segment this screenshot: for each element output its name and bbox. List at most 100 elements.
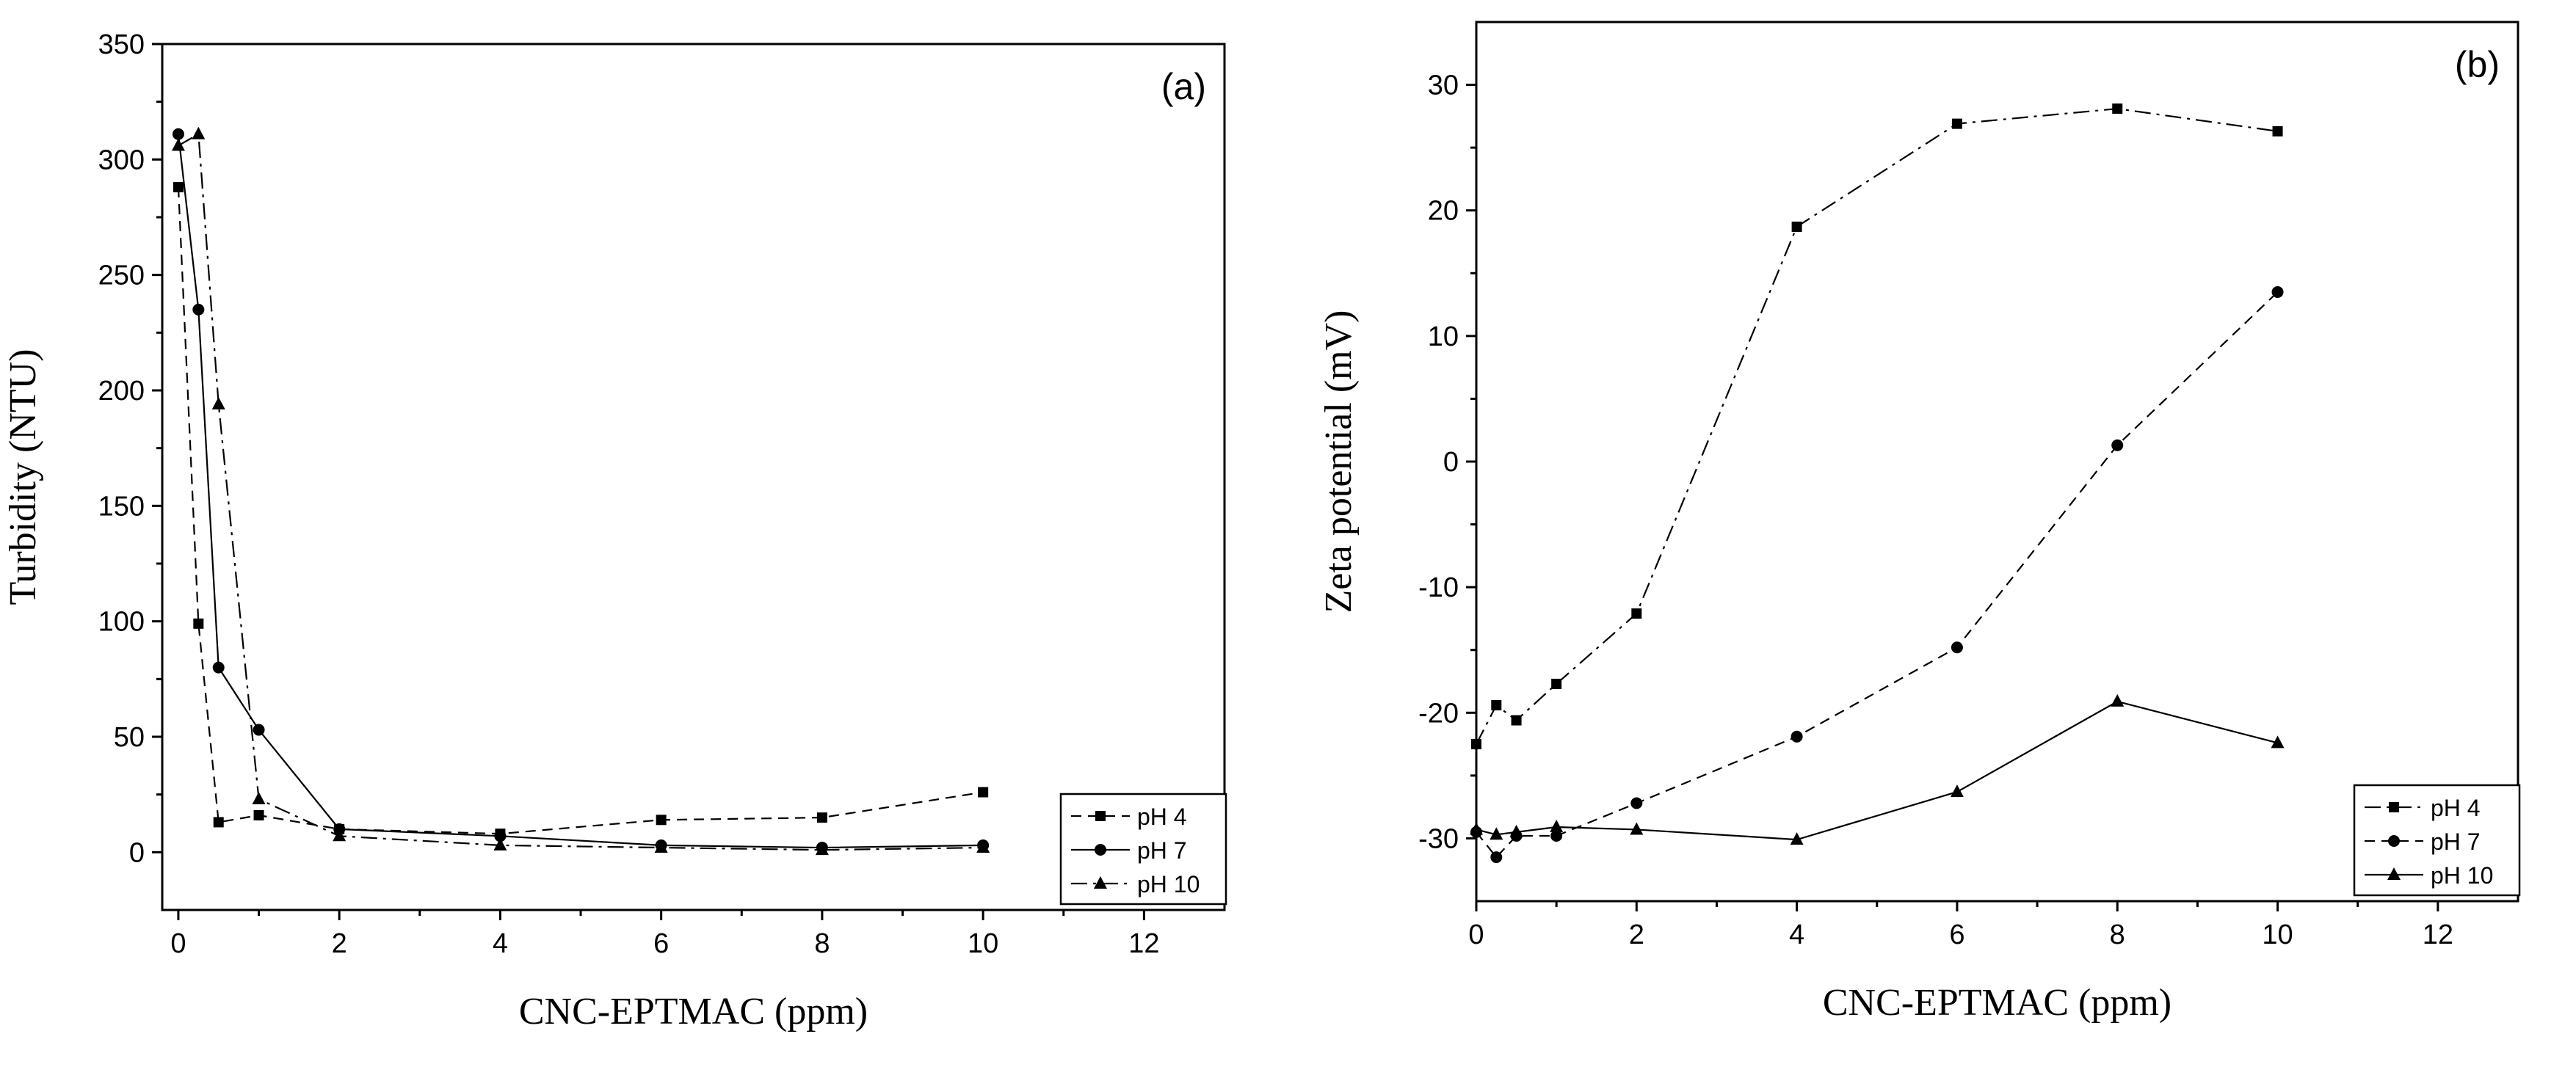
data-point: [172, 128, 184, 140]
series-line: [178, 132, 984, 851]
x-axis-label: CNC-EPTMAC (ppm): [1823, 982, 2172, 1024]
x-tick-label: 4: [493, 928, 508, 959]
data-point: [173, 182, 184, 193]
legend-swatch-marker: [2389, 802, 2399, 812]
data-point: [654, 840, 668, 853]
y-tick-label: 300: [98, 145, 145, 175]
legend-swatch-marker: [2387, 867, 2401, 880]
data-point: [171, 138, 185, 151]
panel-label: (b): [2455, 44, 2500, 85]
x-tick-label: 2: [332, 928, 347, 959]
data-point: [2271, 285, 2284, 298]
y-tick-label: -30: [1418, 823, 1459, 854]
data-point: [1790, 832, 1804, 845]
data-point: [815, 842, 829, 856]
chart-panel-a: 0 2 4 6 8 10 12 0 50 100 150 200 250 300 350 CNC-EPTMAC…: [2, 29, 1227, 1033]
legend-box: [1059, 793, 1227, 906]
y-tick-label: 20: [1428, 196, 1459, 227]
data-point: [978, 787, 989, 798]
series-ph-4: [1471, 103, 2283, 750]
x-tick-label: 6: [653, 928, 669, 959]
data-point: [1471, 739, 1481, 750]
data-point: [494, 830, 507, 842]
y-tick-label: 10: [1428, 321, 1459, 352]
data-point: [1791, 221, 1802, 232]
y-tick-label: 350: [98, 29, 145, 60]
legend-swatch-marker: [2388, 835, 2400, 847]
series-ph-7: [172, 128, 990, 854]
plot-frame: [161, 43, 1226, 911]
data-point: [1490, 827, 1503, 840]
data-point: [2271, 735, 2285, 749]
data-point: [253, 809, 264, 820]
data-point: [976, 840, 990, 853]
y-tick-label: -20: [1418, 698, 1459, 729]
legend-swatch-marker: [1095, 811, 1106, 821]
data-point: [2272, 125, 2283, 136]
series-line: [1476, 107, 2278, 745]
data-point: [333, 829, 347, 842]
data-point: [252, 791, 266, 804]
y-tick-label: 150: [98, 491, 145, 522]
series-line: [177, 187, 984, 835]
x-tick-label: 6: [1949, 919, 1964, 950]
y-tick-label: 100: [98, 607, 145, 638]
data-point: [816, 812, 827, 823]
y-tick-label: 200: [98, 376, 145, 407]
data-point: [212, 661, 225, 674]
legend-label: pH 4: [2431, 795, 2481, 821]
data-point: [1951, 118, 1962, 129]
data-point: [493, 837, 507, 851]
data-point: [1550, 820, 1564, 833]
data-point: [1950, 784, 1964, 798]
x-tick-label: 10: [968, 928, 998, 959]
legend-label: pH 7: [1137, 837, 1187, 864]
data-point: [1511, 715, 1522, 726]
x-tick-label: 0: [1468, 919, 1484, 950]
y-tick-label: 50: [114, 722, 145, 753]
x-tick-label: 10: [2262, 919, 2293, 950]
y-tick-label: 0: [129, 837, 145, 868]
data-point: [193, 618, 204, 629]
data-point: [2112, 103, 2123, 114]
data-point: [1490, 851, 1503, 864]
data-point: [1951, 641, 1963, 654]
legend-label: pH 10: [2431, 862, 2493, 889]
y-tick-label: 0: [1443, 447, 1459, 478]
data-point: [1550, 830, 1563, 842]
y-axis-label: Zeta potential (mV): [1318, 310, 1360, 613]
data-point: [1470, 822, 1483, 835]
legend-swatch-marker: [1095, 844, 1106, 856]
data-point: [1551, 678, 1562, 689]
x-tick-label: 8: [814, 928, 830, 959]
legend-label: pH 4: [1137, 804, 1187, 830]
series-ph-10: [1470, 693, 2285, 845]
x-tick-label: 12: [2423, 919, 2453, 950]
data-point: [192, 126, 206, 139]
chart-panel-b: 0 2 4 6 8 10 12 -30 -20 -10 0 10 20 30 CNC-EPTMAC (ppm…: [1318, 21, 2521, 1024]
data-point: [253, 724, 265, 736]
data-point: [656, 815, 667, 826]
data-point: [1491, 700, 1502, 711]
series-ph-7: [1470, 285, 2284, 864]
series-ph-4: [173, 182, 989, 840]
legend-label: pH 10: [1137, 871, 1200, 897]
data-point: [213, 817, 224, 828]
x-tick-label: 12: [1128, 928, 1159, 959]
panel-label: (a): [1161, 66, 1206, 107]
data-point: [2111, 439, 2124, 451]
x-tick-label: 2: [1629, 919, 1644, 950]
x-tick-label: 8: [2110, 919, 2125, 950]
legend-label: pH 7: [2431, 829, 2481, 855]
data-point: [1509, 824, 1523, 837]
data-point: [1631, 608, 1642, 619]
data-point: [2111, 693, 2125, 707]
x-tick-label: 4: [1789, 919, 1804, 950]
data-point: [1630, 822, 1644, 835]
series-line: [1476, 291, 2279, 859]
data-point: [1630, 797, 1643, 809]
y-axis-label: Turbidity (NTU): [2, 349, 44, 605]
data-point: [211, 396, 225, 409]
legend: pH 4 pH 7 pH 10: [1059, 793, 1227, 906]
